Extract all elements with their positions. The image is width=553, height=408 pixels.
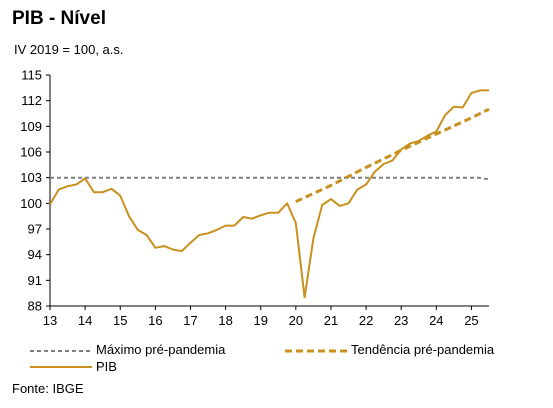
y-tick-label: 106 [20, 145, 42, 160]
x-tick-label: 14 [78, 313, 92, 328]
x-tick-label: 19 [253, 313, 267, 328]
legend-label-tendencia: Tendência pré-pandemia [351, 342, 495, 357]
chart-lines [49, 89, 490, 299]
chart-title: PIB - Nível [12, 8, 106, 29]
x-tick-label: 23 [394, 313, 408, 328]
x-tick-label: 18 [218, 313, 232, 328]
source-note: Fonte: IBGE [12, 381, 84, 396]
chart-subtitle: IV 2019 = 100, a.s. [14, 42, 124, 57]
x-tick-label: 16 [148, 313, 162, 328]
y-tick-label: 100 [20, 196, 42, 211]
y-tick-label: 103 [20, 170, 42, 185]
legend-swatches [30, 349, 347, 368]
x-tick-label: 21 [324, 313, 338, 328]
x-tick-label: 20 [289, 313, 303, 328]
x-tick-label: 17 [183, 313, 197, 328]
legend-label-pib: PIB [96, 359, 117, 374]
x-tick-label: 15 [113, 313, 127, 328]
y-tick-label: 94 [28, 247, 42, 262]
y-tick-label: 109 [20, 119, 42, 134]
x-tick-label: 24 [429, 313, 443, 328]
series-line-maximo-pre-pandemia [50, 176, 490, 181]
y-tick-label: 97 [28, 222, 42, 237]
chart-axes: 88 91 94 97 100 103 106 109 112 115 13 14 15 16 17 18 19… [20, 68, 489, 328]
y-tick-label: 91 [28, 273, 42, 288]
y-tick-label: 112 [21, 93, 42, 108]
x-tick-label: 25 [464, 313, 478, 328]
legend-label-maximo: Máximo pré-pandemia [96, 342, 226, 357]
series-line-pib [49, 89, 489, 299]
series-line-tendencia-pre-pandemia [295, 107, 490, 203]
y-tick-label: 88 [28, 299, 42, 314]
x-tick-label: 13 [43, 313, 57, 328]
y-tick-label: 115 [21, 68, 42, 83]
x-tick-label: 22 [359, 313, 373, 328]
